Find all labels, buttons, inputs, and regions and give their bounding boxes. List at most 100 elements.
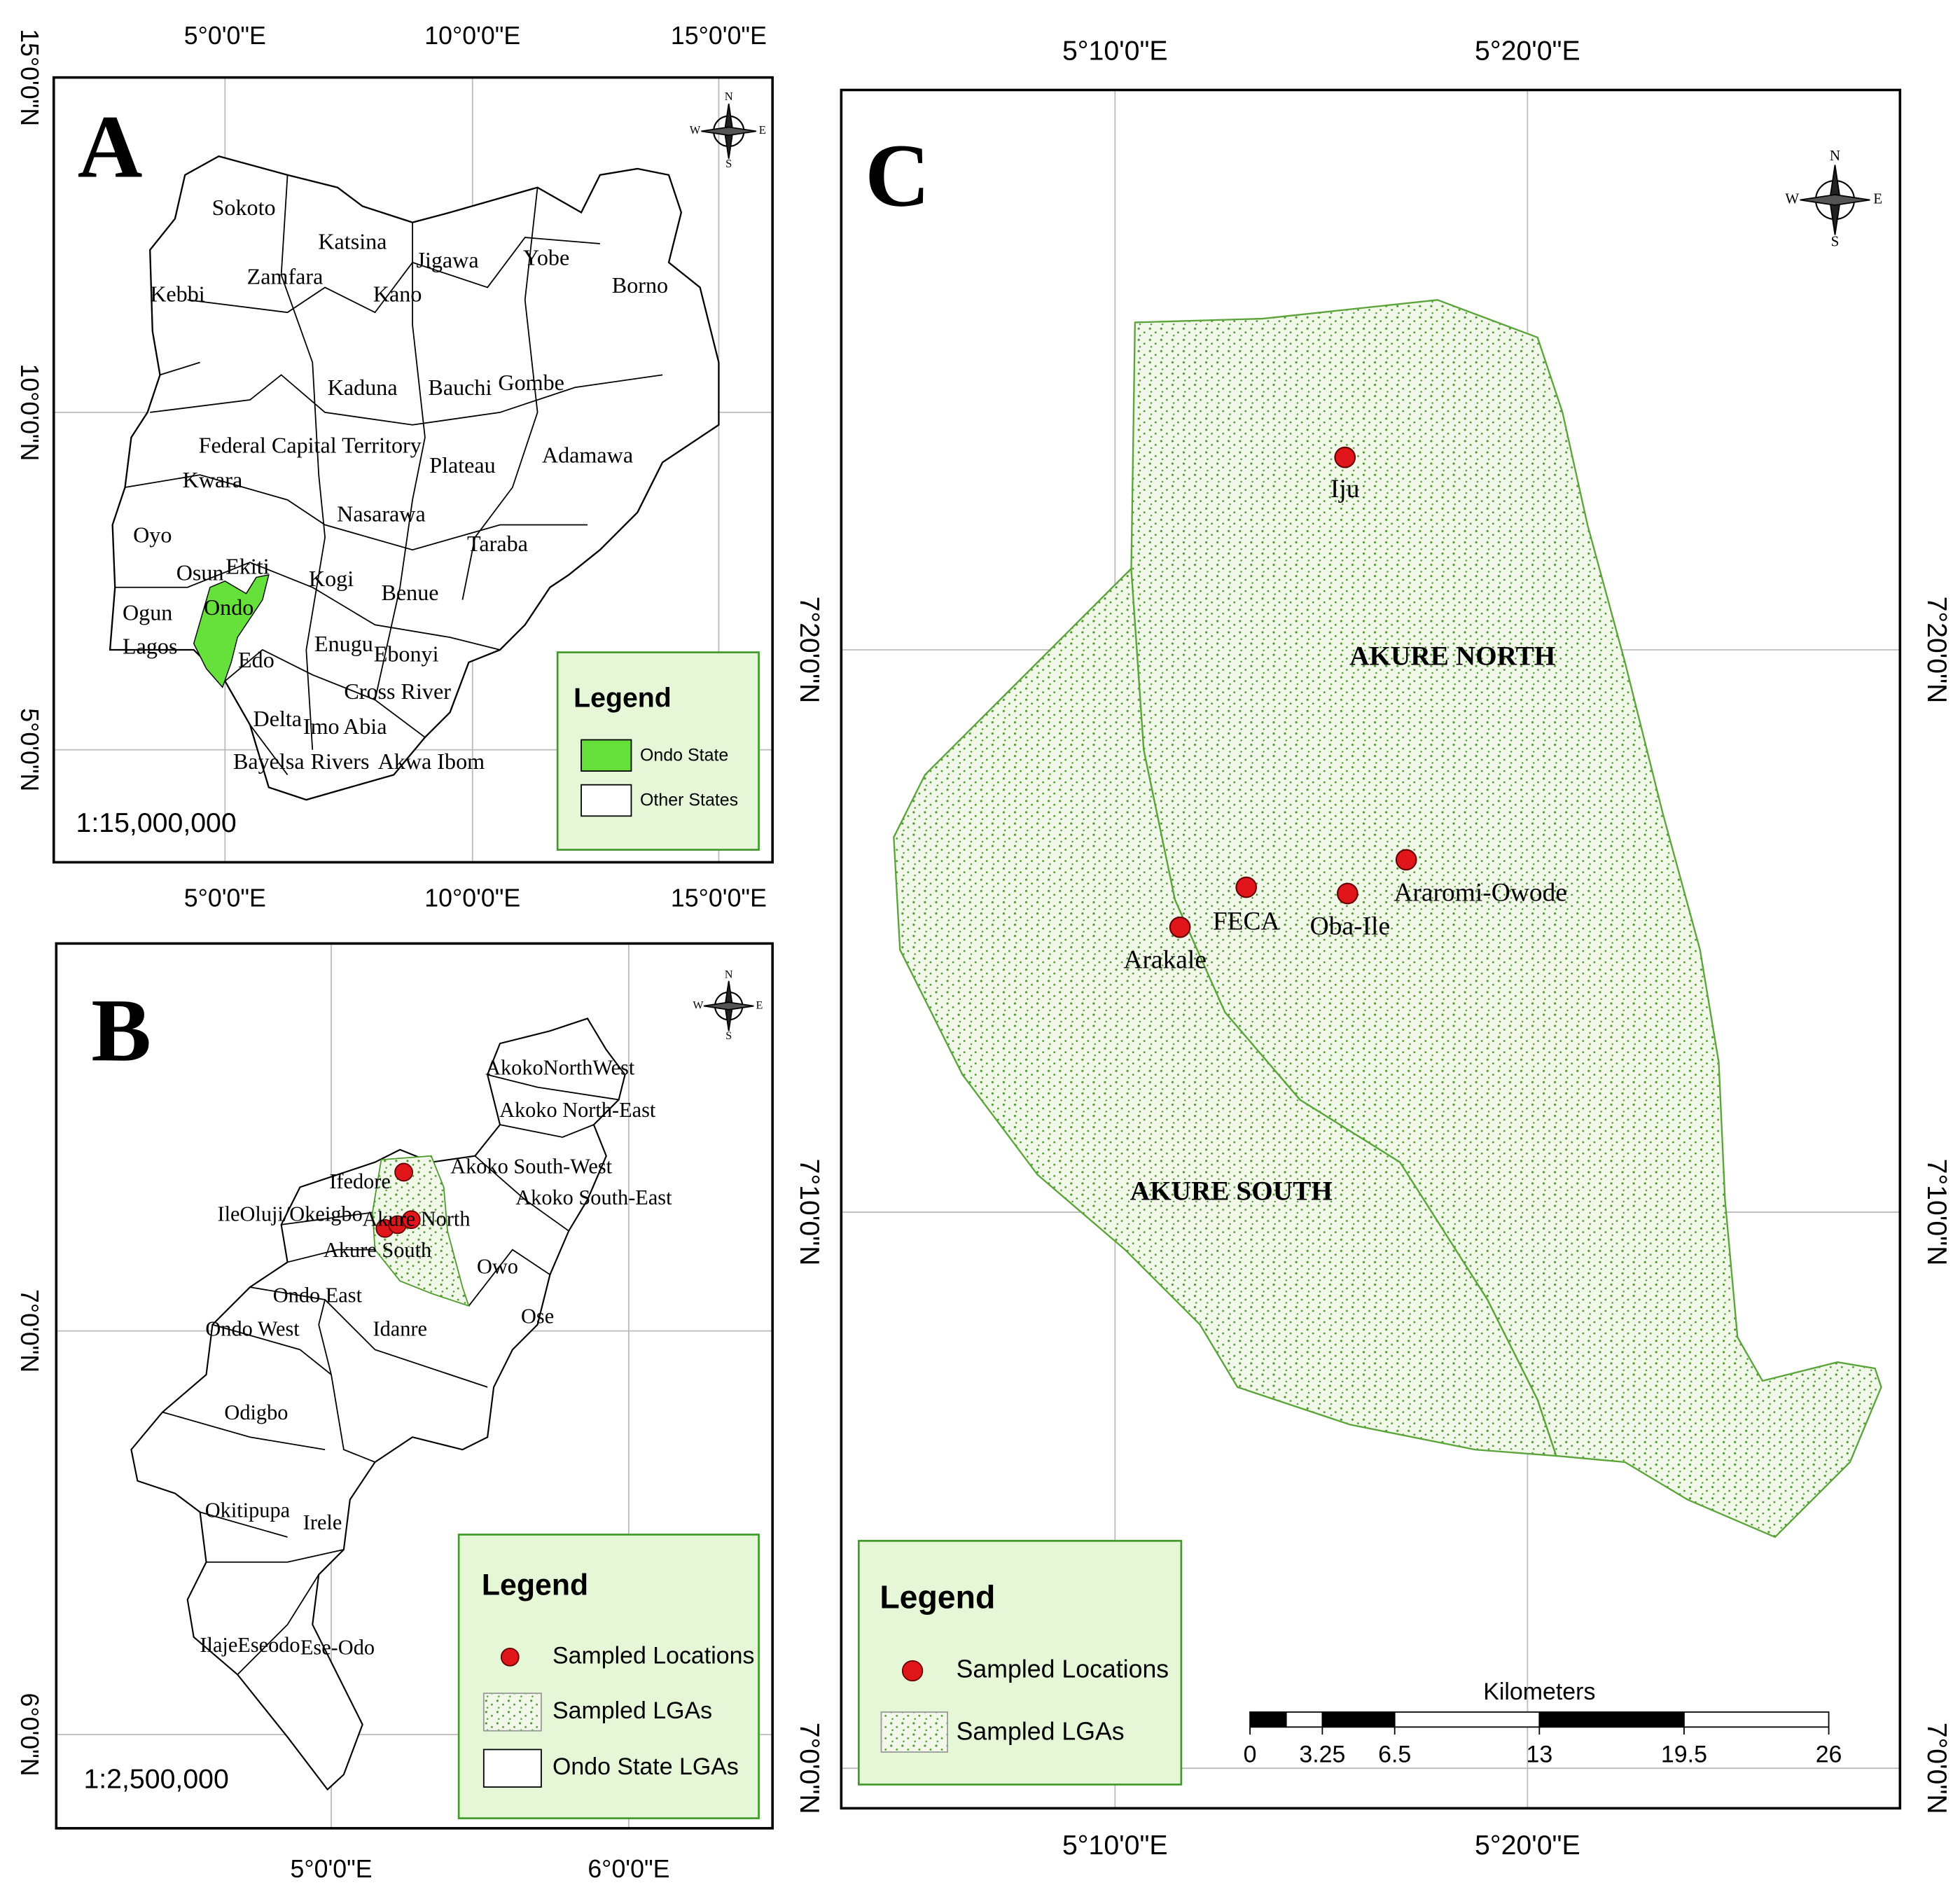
state-label: Kogi	[309, 566, 354, 591]
lon-tick-label: 5°0'0"E	[184, 884, 266, 912]
state-label: Benue	[381, 580, 438, 605]
legend-swatch	[500, 1647, 520, 1667]
state-label: Oyo	[133, 522, 172, 548]
lga-label: Okitipupa	[205, 1498, 291, 1522]
panel-letter: A	[78, 97, 143, 197]
state-label: Edo	[238, 647, 274, 672]
lat-tick-label: 7°20'0"N	[794, 597, 825, 704]
lga-label: Akoko South-East	[515, 1186, 672, 1209]
scale-bar-label: 6.5	[1378, 1741, 1411, 1767]
location-label: Arakale	[1123, 946, 1207, 975]
legend-label: Sampled Locations	[957, 1655, 1169, 1683]
lga-label: Odigbo	[224, 1401, 288, 1424]
compass-label: W	[693, 999, 704, 1011]
lon-tick-label: 5°20'0"E	[1475, 1830, 1580, 1861]
map-scale: 1:2,500,000	[83, 1763, 228, 1794]
scale-bar-segment	[1285, 1711, 1323, 1728]
legend-swatch	[901, 1660, 924, 1682]
state-label: Katsina	[318, 228, 387, 253]
state-label: Enugu	[314, 631, 373, 656]
lga-label: Ondo East	[273, 1283, 363, 1307]
legend-label: Sampled LGAs	[957, 1718, 1125, 1746]
state-label: Ekiti	[225, 553, 270, 578]
state-label: Nasarawa	[337, 501, 426, 526]
scale-bar-segment	[1538, 1711, 1685, 1728]
lga-label: Irele	[303, 1510, 342, 1534]
state-label: Gombe	[498, 370, 564, 395]
lga-label: AKURE NORTH	[1349, 641, 1555, 671]
lat-tick-label: 7°0'0"N	[794, 1723, 825, 1814]
lga-label: Ese-Odo	[300, 1636, 375, 1660]
legend-label: Ondo State	[640, 745, 728, 765]
lon-tick-label: 5°0'0"E	[184, 22, 266, 50]
compass-label: S	[725, 157, 732, 170]
state-label: Rivers	[311, 749, 370, 774]
lga-label: Akure North	[362, 1207, 470, 1231]
panel-letter: B	[91, 980, 151, 1080]
scale-bar-label: 0	[1244, 1741, 1257, 1767]
state-label: Sokoto	[212, 195, 276, 220]
sampled-location	[1235, 876, 1258, 898]
legend-label: Ondo State LGAs	[552, 1753, 739, 1780]
state-label: Taraba	[467, 531, 528, 556]
compass-label: S	[725, 1030, 732, 1042]
lat-tick-label: 7°0'0"N	[1921, 1723, 1952, 1814]
akure-north-area	[1130, 299, 1882, 1538]
legend-title: Legend	[574, 683, 672, 714]
state-label: Borno	[612, 272, 668, 298]
compass-label: W	[1785, 190, 1799, 207]
state-label: Bauchi	[428, 375, 492, 400]
ondo-outline	[130, 1017, 626, 1791]
lon-tick-label: 15°0'0"E	[671, 884, 767, 912]
compass-label: W	[690, 123, 701, 137]
sampled-location	[1395, 849, 1417, 871]
lat-tick-label: 5°0'0"N	[15, 708, 43, 791]
lga-label: AKURE SOUTH	[1130, 1176, 1333, 1206]
ondo-state	[193, 574, 270, 688]
location-label: Iju	[1330, 475, 1360, 503]
scale-bar-label: 19.5	[1661, 1741, 1707, 1767]
panel-frame	[55, 942, 774, 1830]
state-label: Osun	[176, 560, 224, 585]
state-label: Ebonyi	[374, 641, 439, 666]
sampled-location	[1336, 882, 1358, 905]
compass-label: E	[759, 123, 766, 137]
lga-label: Idanre	[373, 1317, 426, 1341]
lga-label: IlajeEseodo	[200, 1633, 300, 1657]
compass-label: N	[725, 969, 733, 981]
map-scale: 1:15,000,000	[76, 807, 237, 838]
scale-bar-segment	[1321, 1711, 1396, 1728]
lat-tick-label: 7°10'0"N	[794, 1159, 825, 1266]
sampled-points	[375, 1162, 421, 1238]
lga-label: Akoko South-West	[450, 1155, 613, 1179]
state-label: Delta	[253, 706, 303, 731]
compass-star	[1800, 194, 1870, 206]
location-label: Oba-Ile	[1310, 912, 1390, 941]
legend-swatch	[880, 1711, 948, 1753]
scale-bar	[1249, 1711, 1830, 1735]
lga-label: Owo	[477, 1254, 518, 1278]
sampled-lgas	[372, 1155, 470, 1307]
lga-label: AkokoNorthWest	[485, 1056, 635, 1080]
state-label: Federal Capital Territory	[199, 432, 422, 457]
state-label: Lagos	[123, 634, 177, 659]
legend-label: Sampled LGAs	[552, 1697, 712, 1724]
legend-swatch	[581, 784, 632, 817]
state-label: Yobe	[523, 245, 569, 270]
legend-swatch	[581, 739, 632, 772]
legend-label: Sampled Locations	[552, 1642, 754, 1669]
compass-label: E	[1873, 190, 1882, 207]
compass-label: E	[756, 999, 763, 1011]
compass-star	[701, 126, 757, 137]
state-label: Imo	[303, 714, 340, 739]
scale-bar-label: 13	[1526, 1741, 1552, 1767]
lga-label: Ifedore	[329, 1169, 391, 1193]
lon-tick-label: 5°0'0"E	[290, 1855, 372, 1883]
scale-bar-unit: Kilometers	[1483, 1679, 1595, 1705]
state-label: Kano	[373, 281, 422, 306]
lga-label: Ondo West	[205, 1317, 300, 1341]
state-label: Adamawa	[542, 443, 633, 468]
lat-tick-label: 10°0'0"N	[15, 363, 43, 461]
state-label: Kaduna	[328, 375, 398, 400]
state-label: Kwara	[183, 467, 243, 492]
